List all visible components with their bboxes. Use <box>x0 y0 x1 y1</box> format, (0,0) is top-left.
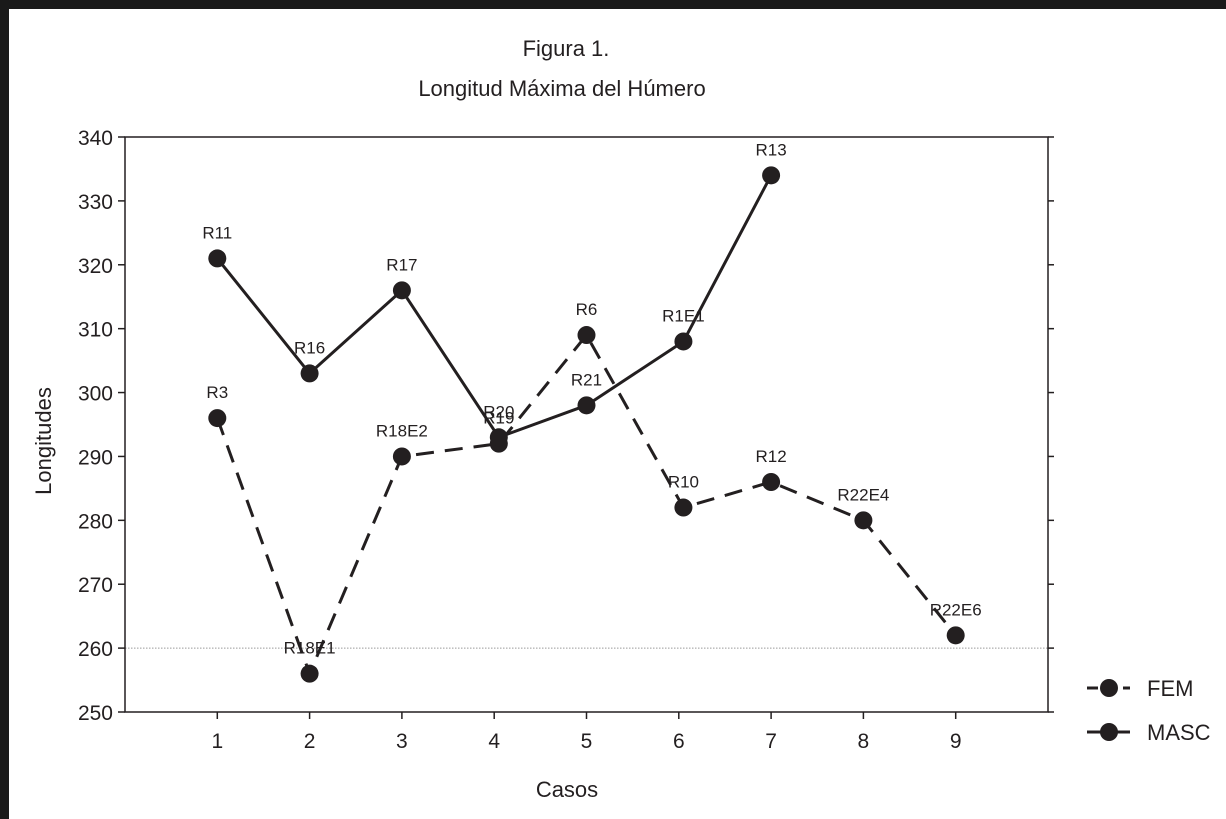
chart-subtitle: Longitud Máxima del Húmero <box>418 76 705 101</box>
data-point-masc <box>762 166 781 185</box>
y-tick-label: 330 <box>78 191 113 214</box>
data-label: R1E1 <box>662 306 705 325</box>
x-tick-label: 2 <box>304 730 316 753</box>
data-label: R3 <box>206 383 228 402</box>
data-point-fem <box>577 326 596 345</box>
chart-title: Figura 1. <box>523 36 610 61</box>
x-tick-label: 8 <box>858 730 870 753</box>
data-label: R22E4 <box>837 485 889 504</box>
plot-border <box>124 136 1049 713</box>
data-label: R6 <box>576 300 598 319</box>
data-label: R12 <box>756 447 787 466</box>
y-axis-title: Longitudes <box>31 387 56 495</box>
x-tick-label: 3 <box>396 730 408 753</box>
data-point-fem <box>946 626 965 645</box>
data-label: R21 <box>571 370 602 389</box>
series-lines <box>215 174 957 676</box>
data-point-masc <box>208 249 227 268</box>
data-point-fem <box>762 473 781 491</box>
data-point-fem <box>392 447 411 466</box>
y-tick-label: 310 <box>78 319 113 342</box>
data-label: R18E2 <box>376 421 428 440</box>
y-tick-label: 340 <box>78 127 113 150</box>
y-tick-label: 270 <box>78 574 113 597</box>
x-tick-label: 6 <box>673 730 685 753</box>
data-label: R22E6 <box>930 600 982 619</box>
legend-marker-masc <box>1100 723 1118 741</box>
y-tick-label: 250 <box>78 702 113 725</box>
x-tick-label: 4 <box>488 730 500 753</box>
data-label: R17 <box>386 255 417 274</box>
y-tick-label: 260 <box>78 638 113 661</box>
y-tick-label: 280 <box>78 510 113 533</box>
data-point-fem <box>208 409 227 428</box>
data-point-masc <box>674 332 693 351</box>
legend-label-fem: FEM <box>1147 676 1193 701</box>
data-label: R16 <box>294 338 325 357</box>
point-labels: R3 R18E1 R18E2 R19 R6 R10 R12 R22E4 R22E6 R11 R16 R… <box>202 140 981 657</box>
data-label: R18E1 <box>284 639 336 658</box>
data-label: R11 <box>202 223 232 242</box>
y-tick-label: 290 <box>78 446 113 469</box>
data-point-masc <box>489 428 508 447</box>
data-point-fem <box>300 664 319 683</box>
x-tick-label: 9 <box>950 730 962 753</box>
x-tick-label: 5 <box>581 730 593 753</box>
data-label: R19 <box>483 409 514 428</box>
data-point-masc <box>392 281 411 300</box>
data-label: R13 <box>756 140 787 159</box>
x-axis-title: Casos <box>536 777 598 802</box>
data-label: R10 <box>668 473 699 492</box>
data-point-fem <box>854 511 873 530</box>
y-tick-label: 320 <box>78 255 113 278</box>
data-point-masc <box>300 364 319 383</box>
series-line-fem <box>215 333 957 676</box>
data-point-masc <box>577 396 596 415</box>
x-tick-label: 7 <box>765 730 777 753</box>
legend-marker-fem <box>1100 679 1118 697</box>
legend-label-masc: MASC <box>1147 720 1211 745</box>
data-point-fem <box>674 498 693 517</box>
plot-area: 250 260 270 280 290 300 310 320 330 340 1 2 3 4 5 6 7 8 9 <box>78 127 1054 753</box>
data-label: R20 <box>483 402 514 421</box>
legend: FEM MASC <box>1087 676 1211 745</box>
x-tick-label: 1 <box>211 730 223 753</box>
data-points <box>208 166 965 683</box>
y-tick-label: 300 <box>78 383 113 406</box>
